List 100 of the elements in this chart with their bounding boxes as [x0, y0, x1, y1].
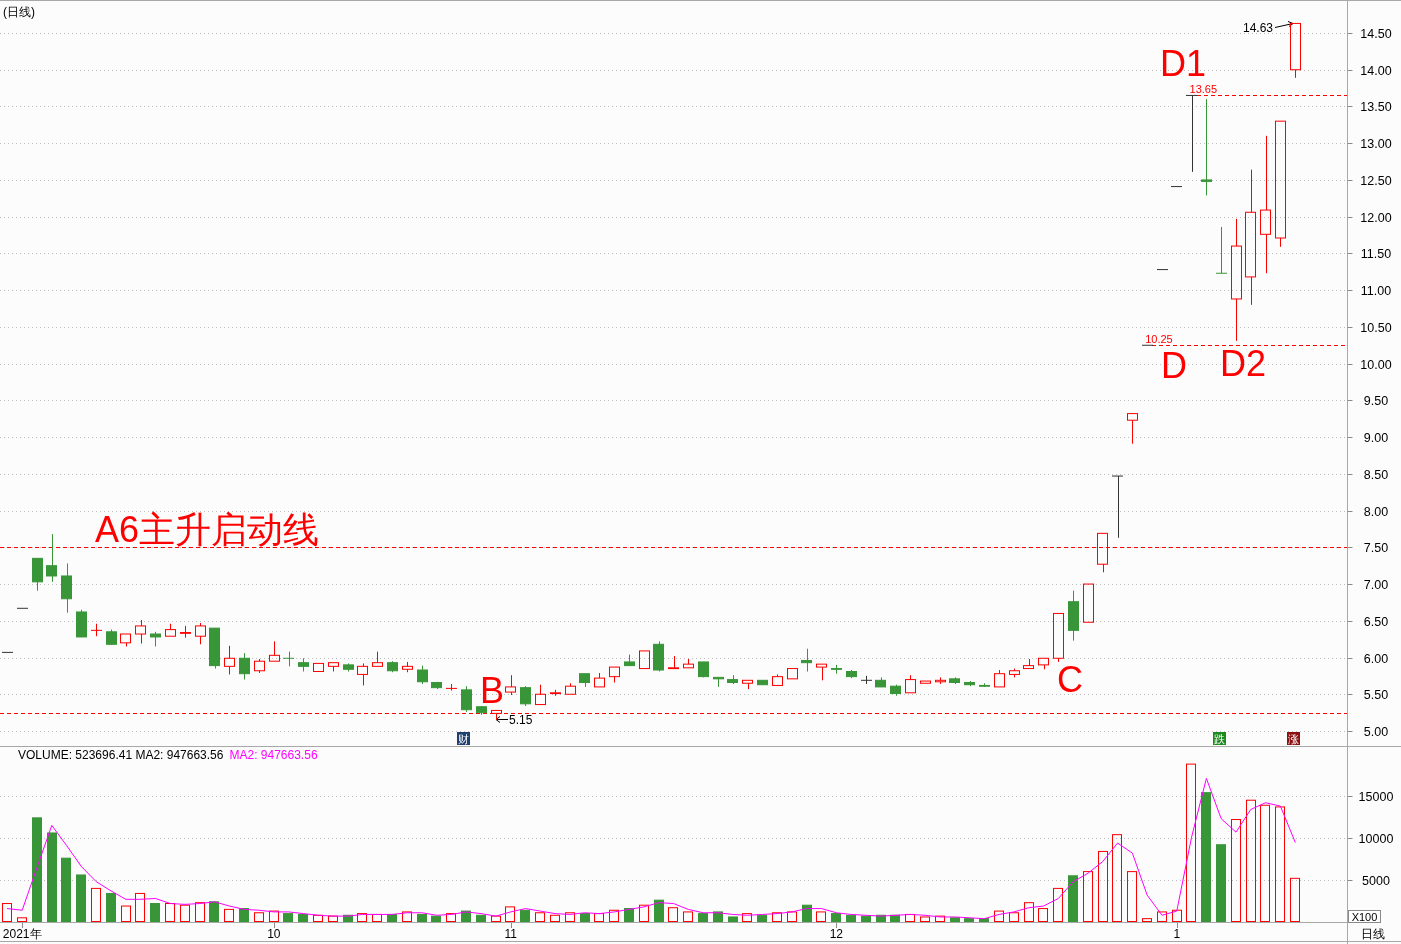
bar — [491, 915, 501, 922]
bar — [1142, 918, 1152, 922]
y-tick-label: 14.00 — [1360, 64, 1392, 78]
bar — [787, 911, 797, 922]
bar — [1216, 844, 1226, 922]
bar — [61, 857, 71, 922]
bar — [728, 916, 738, 922]
annotation: D — [1161, 345, 1187, 386]
candlestick — [1260, 135, 1271, 274]
bar — [683, 911, 693, 922]
x-tick-label: 1 — [1173, 927, 1181, 941]
bar — [535, 912, 545, 922]
bar — [1201, 792, 1211, 922]
bar — [816, 911, 826, 922]
candlestick — [1231, 218, 1242, 342]
candlestick — [1083, 583, 1094, 623]
ref-line-label: 10.25 — [1145, 332, 1173, 345]
bar — [1127, 871, 1137, 922]
bar — [846, 914, 856, 922]
candlestick — [801, 648, 812, 672]
candlestick — [1201, 98, 1212, 196]
annotation: B — [480, 670, 505, 711]
bar — [180, 904, 190, 922]
candlestick — [357, 662, 368, 686]
bar — [2, 903, 12, 922]
bar — [994, 910, 1004, 922]
y-tick-label: 9.00 — [1363, 431, 1389, 445]
candlestick — [372, 651, 383, 667]
candlestick — [609, 666, 620, 684]
annotation: 财 — [458, 733, 469, 745]
bar — [831, 913, 841, 922]
bar — [1083, 871, 1093, 922]
text: 日线 — [1361, 927, 1385, 941]
candlestick — [254, 658, 265, 674]
bar — [32, 817, 42, 922]
candlestick — [46, 533, 57, 583]
bar — [402, 911, 412, 922]
bar — [106, 892, 116, 922]
candlestick — [1245, 169, 1256, 306]
candlestick — [269, 640, 280, 662]
bar — [1068, 875, 1078, 922]
bar — [1098, 850, 1108, 922]
annotation: 跌 — [1214, 733, 1225, 745]
y-tick-label: 11.00 — [1360, 284, 1392, 298]
y-tick-label: 9.50 — [1363, 394, 1389, 408]
y-tick-label: 10000 — [1358, 832, 1394, 846]
y-tick-label: 12.50 — [1360, 174, 1392, 188]
annotation: 涨 — [1288, 733, 1299, 745]
bar — [639, 904, 649, 922]
bar — [446, 913, 456, 922]
candlestick — [787, 668, 798, 680]
candlestick — [535, 684, 546, 706]
bar — [757, 914, 767, 922]
y-tick-label: 5.50 — [1363, 688, 1389, 702]
y-tick-label: 12.00 — [1360, 211, 1392, 225]
bar — [1246, 799, 1256, 922]
y-tick-label: 8.00 — [1363, 505, 1389, 519]
bar — [1186, 763, 1196, 922]
x-tick-label: 10 — [267, 927, 281, 941]
x-tick-label: 12 — [829, 927, 844, 941]
bar — [654, 899, 664, 922]
bar — [47, 832, 57, 922]
bar — [239, 908, 249, 922]
y-tick-label: 13.50 — [1360, 100, 1392, 114]
candlestick — [91, 623, 102, 637]
bar — [224, 908, 234, 922]
bar — [150, 903, 160, 922]
y-tick-label: 10.00 — [1360, 358, 1392, 372]
candlestick — [668, 655, 679, 670]
bar — [165, 903, 175, 922]
y-tick-label: 11.50 — [1360, 247, 1392, 261]
candlestick — [417, 665, 428, 685]
candlestick — [61, 562, 72, 614]
bar — [964, 918, 974, 922]
candlestick — [520, 685, 531, 707]
candlestick — [920, 680, 931, 684]
bar — [698, 913, 708, 922]
bar — [668, 907, 678, 922]
bar — [357, 913, 367, 922]
annotation: 14.63 — [1242, 20, 1274, 35]
bar — [283, 913, 293, 922]
candlestick — [772, 673, 783, 686]
bar — [431, 915, 441, 922]
bar — [861, 915, 871, 922]
text: X100 — [1351, 910, 1378, 923]
y-tick-label: 10.50 — [1360, 321, 1392, 335]
bar — [520, 909, 530, 922]
y-tick-label: 13.00 — [1360, 137, 1392, 151]
bar — [1157, 911, 1167, 922]
bar — [1172, 909, 1182, 922]
bar — [17, 917, 27, 922]
bar — [476, 914, 486, 922]
candlestick — [1216, 226, 1227, 274]
bar — [121, 905, 131, 922]
y-tick-label: 5.00 — [1363, 725, 1389, 739]
ref-line-label: A6主升启动线 — [95, 508, 320, 550]
ref-line-label: 13.65 — [1189, 82, 1218, 95]
x-tick-label: 11 — [504, 927, 518, 941]
annotation: 5.15 — [509, 713, 533, 727]
bar — [609, 909, 619, 922]
